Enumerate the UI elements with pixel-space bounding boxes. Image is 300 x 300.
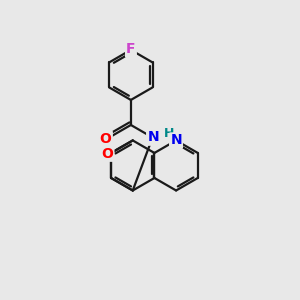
Text: N: N: [170, 134, 182, 147]
Text: F: F: [126, 42, 136, 56]
Text: O: O: [101, 146, 113, 161]
Text: O: O: [100, 132, 112, 146]
Text: N: N: [147, 130, 159, 145]
Text: F: F: [126, 42, 136, 56]
Text: O: O: [100, 132, 112, 146]
Text: H: H: [164, 127, 174, 140]
Text: N: N: [147, 130, 159, 145]
Text: H: H: [164, 127, 174, 140]
Text: O: O: [101, 146, 113, 161]
Text: N: N: [170, 134, 182, 147]
